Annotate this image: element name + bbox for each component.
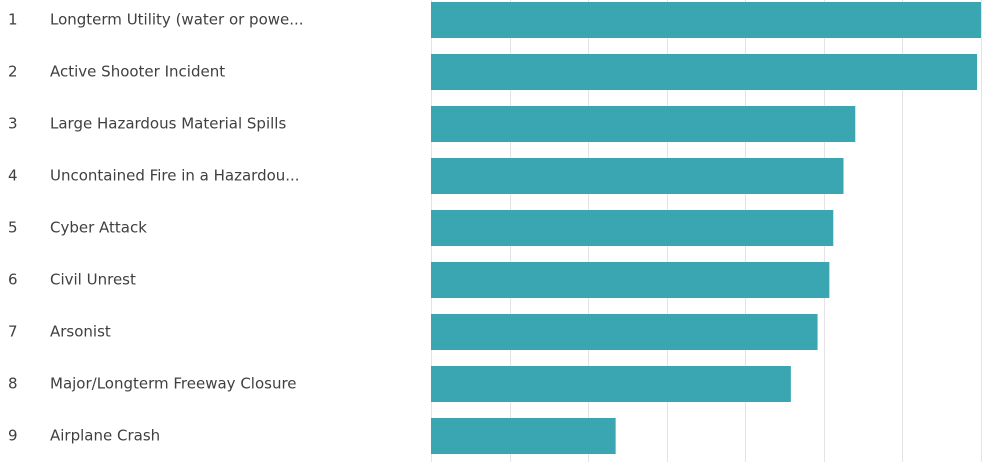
rank-number: 9	[8, 427, 18, 445]
bar[interactable]	[431, 210, 834, 246]
category-label: Airplane Crash	[50, 427, 160, 445]
category-label: Active Shooter Incident	[50, 63, 225, 81]
bar[interactable]	[431, 314, 818, 350]
category-label: Large Hazardous Material Spills	[50, 115, 286, 133]
rank-number: 2	[8, 63, 18, 81]
bar[interactable]	[431, 54, 978, 90]
row-labels: 1 Longterm Utility (water or powe... 2 Acti…	[8, 11, 304, 445]
bar[interactable]	[431, 158, 844, 194]
rank-number: 3	[8, 115, 18, 133]
category-label: Cyber Attack	[50, 219, 147, 237]
rank-number: 4	[8, 167, 18, 185]
category-label: Uncontained Fire in a Hazardou...	[50, 167, 300, 185]
category-label: Longterm Utility (water or powe...	[50, 11, 304, 29]
bar[interactable]	[431, 262, 830, 298]
rank-number: 6	[8, 271, 18, 289]
category-label: Arsonist	[50, 323, 111, 341]
category-label: Civil Unrest	[50, 271, 136, 289]
rank-number: 5	[8, 219, 18, 237]
bar[interactable]	[431, 418, 616, 454]
bars	[431, 2, 981, 454]
rank-number: 8	[8, 375, 18, 393]
bar[interactable]	[431, 2, 981, 38]
rank-number: 1	[8, 11, 18, 29]
rank-number: 7	[8, 323, 18, 341]
category-label: Major/Longterm Freeway Closure	[50, 375, 297, 393]
bar[interactable]	[431, 106, 856, 142]
bar[interactable]	[431, 366, 791, 402]
